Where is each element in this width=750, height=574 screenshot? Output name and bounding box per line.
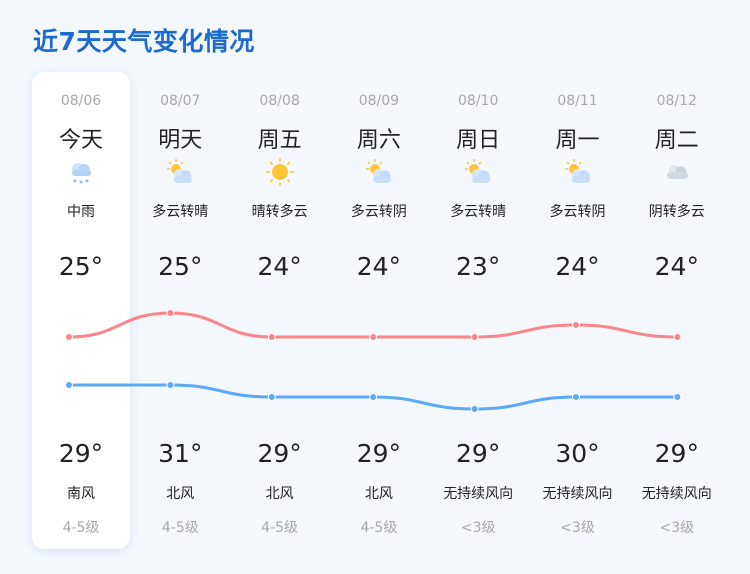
condition-label: 多云转阴	[350, 204, 407, 220]
low-temp-point	[267, 393, 276, 401]
condition-label: 晴转多云	[251, 204, 308, 220]
wind-level: <3级	[460, 520, 496, 536]
date-label: 08/07	[160, 93, 201, 109]
high-temp-point	[369, 333, 378, 341]
high-temp-point	[572, 321, 580, 329]
wind-level: <3级	[659, 520, 695, 536]
high-temp: 29°	[654, 439, 699, 468]
date-label: 08/10	[458, 93, 499, 109]
condition-label: 阴转多云	[648, 204, 705, 220]
low-temp-point	[470, 405, 479, 413]
day-label: 明天	[158, 128, 203, 153]
low-temp: 25°	[158, 252, 203, 281]
day-column: 08/12 周二 阴转多云 24° 29° 无持续风向 <3级	[627, 72, 727, 549]
sun-icon	[265, 158, 294, 186]
low-temp-point	[673, 393, 682, 401]
date-label: 08/08	[259, 93, 300, 109]
partly-cloudy-icon	[464, 158, 492, 186]
wind-direction: 北风	[265, 486, 294, 502]
partly-cloudy-icon	[365, 158, 393, 186]
low-temp-point	[369, 393, 378, 401]
day-label: 周二	[654, 128, 699, 153]
day-column: 08/10 周日 多云转晴 23° 29° 无持续风向 <3级	[428, 72, 528, 549]
wind-direction: 北风	[166, 486, 195, 502]
partly-cloudy-icon	[166, 158, 194, 186]
day-column: 08/07 明天 多云转晴 25° 31° 北风 4-5级	[130, 72, 230, 549]
low-temp-point	[166, 381, 175, 389]
high-temp: 29°	[257, 439, 302, 468]
condition-label: 多云转晴	[152, 204, 209, 220]
high-temp: 30°	[555, 439, 600, 468]
date-label: 08/09	[358, 93, 400, 109]
high-temp-point	[65, 333, 73, 341]
high-temp: 29°	[356, 439, 402, 468]
day-column: 08/06 今天 中雨 25° 29° 南风 4-5级	[31, 72, 131, 549]
high-temp-point	[166, 309, 175, 317]
day-label: 今天	[58, 128, 103, 153]
high-temp: 31°	[158, 439, 203, 468]
day-label: 周日	[456, 128, 501, 153]
high-temp: 29°	[58, 439, 104, 468]
condition-label: 多云转晴	[450, 204, 507, 220]
wind-direction: 南风	[67, 486, 95, 502]
high-temp-point	[267, 333, 276, 341]
wind-level: 4-5级	[161, 520, 199, 536]
day-label: 周一	[555, 128, 600, 153]
day-column: 08/09 周六 多云转阴 24° 29° 北风 4-5级	[329, 72, 429, 549]
low-temp: 24°	[654, 252, 699, 281]
high-temp-point	[470, 333, 479, 341]
partly-cloudy-icon	[564, 158, 592, 186]
low-temp: 25°	[58, 252, 104, 281]
wind-direction: 北风	[364, 486, 393, 502]
low-temp: 24°	[356, 252, 402, 281]
day-label: 周五	[257, 128, 302, 153]
date-label: 08/11	[557, 93, 598, 109]
day-column: 08/11 周一 多云转阴 24° 30° 无持续风向 <3级	[528, 72, 628, 549]
cloudy-icon	[663, 158, 691, 186]
date-label: 08/06	[60, 93, 102, 109]
day-column: 08/08 周五 晴转多云 24° 29° 北风 4-5级	[230, 72, 330, 549]
condition-label: 多云转阴	[549, 204, 606, 220]
low-temp-point	[65, 381, 73, 389]
low-temp-point	[572, 393, 580, 401]
wind-direction: 无持续风向	[443, 486, 514, 502]
wind-level: 4-5级	[261, 520, 299, 536]
today-card-highlight	[32, 72, 130, 549]
rain-cloud-icon	[67, 158, 95, 186]
wind-level: 4-5级	[62, 520, 100, 536]
page-title: 近7天天气变化情况	[33, 27, 255, 56]
wind-level: <3级	[560, 520, 595, 536]
date-label: 08/12	[656, 93, 697, 109]
wind-direction: 无持续风向	[542, 486, 613, 502]
day-label: 周六	[356, 128, 401, 153]
high-temp: 29°	[456, 439, 501, 468]
low-temp: 24°	[555, 252, 600, 281]
wind-level: 4-5级	[360, 520, 398, 536]
wind-direction: 无持续风向	[641, 486, 712, 502]
condition-label: 中雨	[67, 204, 95, 220]
low-temp: 24°	[257, 252, 302, 281]
high-temp-point	[673, 333, 682, 341]
low-temp: 23°	[456, 252, 501, 281]
